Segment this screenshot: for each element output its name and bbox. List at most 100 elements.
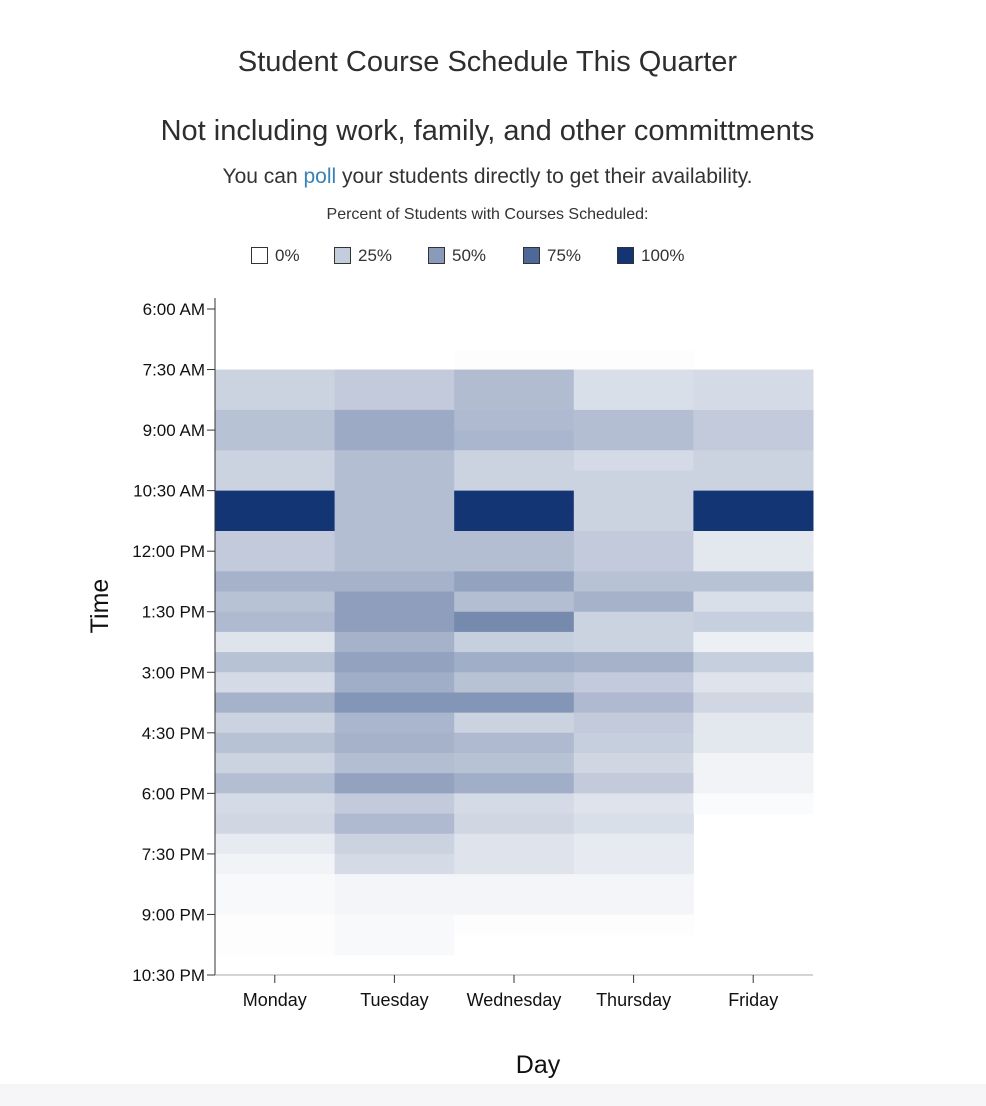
heatmap-cell: [454, 510, 575, 532]
heatmap-cell: [334, 611, 455, 633]
heatmap-cell: [454, 591, 575, 613]
heatmap-cell: [215, 409, 336, 431]
heatmap-cell: [454, 914, 575, 936]
heatmap-cell: [573, 894, 694, 915]
heatmap-cell: [215, 753, 336, 774]
legend-label: 100%: [641, 246, 685, 265]
heatmap-cell: [334, 692, 455, 714]
heatmap-cell: [454, 349, 575, 371]
heatmap-cell: [454, 551, 575, 572]
heatmap-cell: [573, 793, 694, 815]
heatmap-cell: [693, 450, 814, 471]
y-tick-label: 6:00 AM: [143, 300, 205, 319]
x-axis-label: Day: [516, 1051, 561, 1079]
legend-swatch: [334, 247, 351, 264]
heatmap-cell: [573, 591, 694, 613]
heatmap-cell: [215, 551, 336, 572]
heatmap-cell: [573, 510, 694, 532]
heatmap-cell: [693, 753, 814, 774]
heatmap-cell: [573, 773, 694, 794]
heatmap-cell: [573, 652, 694, 673]
heatmap-cell: [334, 591, 455, 613]
heatmap-cell: [215, 389, 336, 411]
y-tick-label: 7:30 PM: [142, 845, 205, 864]
heatmap-cell: [454, 652, 575, 673]
heatmap-cell: [334, 470, 455, 492]
heatmap-cell: [334, 490, 455, 512]
heatmap-cell: [693, 531, 814, 552]
heatmap-cell: [334, 510, 455, 532]
legend-swatch: [428, 247, 445, 264]
y-tick-label: 7:30 AM: [143, 361, 205, 380]
heatmap-cell: [215, 611, 336, 633]
heatmap-cell: [215, 490, 336, 512]
heatmap-cell: [693, 692, 814, 714]
heatmap-cell: [573, 813, 694, 835]
heatmap-cell: [693, 490, 814, 512]
heatmap-cell: [454, 813, 575, 835]
heatmap-cell: [573, 389, 694, 411]
heatmap-cell: [454, 753, 575, 774]
y-tick-label: 9:00 AM: [143, 421, 205, 440]
heatmap-cell: [215, 894, 336, 915]
heatmap-cell: [334, 732, 455, 754]
heatmap-cell: [334, 631, 455, 653]
heatmap-cell: [334, 853, 455, 875]
legend-swatch: [523, 247, 540, 264]
heatmap-cell: [454, 611, 575, 633]
y-tick-label: 10:30 AM: [133, 482, 205, 501]
poll-link[interactable]: poll: [303, 165, 337, 188]
heatmap-cell: [454, 571, 575, 593]
heatmap-cell: [573, 833, 694, 855]
heatmap-cell: [693, 631, 814, 653]
heatmap-cell: [573, 349, 694, 371]
heatmap-cell: [215, 430, 336, 451]
heatmap-cell: [334, 531, 455, 552]
heatmap-cell: [454, 712, 575, 734]
heatmap-cell: [334, 874, 455, 895]
heatmap-cell: [334, 712, 455, 734]
heatmap-cell: [215, 793, 336, 815]
y-tick-label: 9:00 PM: [142, 905, 205, 924]
heatmap-cell: [215, 369, 336, 391]
heatmap-cell: [454, 369, 575, 391]
heatmap-cell: [573, 692, 694, 714]
heatmap-cell: [454, 672, 575, 693]
heatmap-cell: [215, 510, 336, 532]
heatmap-cell: [454, 853, 575, 875]
heatmap-cell: [693, 409, 814, 431]
heatmap-cell: [334, 409, 455, 431]
heatmap-cell: [215, 470, 336, 492]
y-tick-label: 6:00 PM: [142, 784, 205, 803]
y-tick-label: 1:30 PM: [142, 603, 205, 622]
heatmap-cell: [454, 833, 575, 855]
chart-title: Student Course Schedule This Quarter: [237, 46, 738, 78]
heatmap-cell: [693, 773, 814, 794]
x-tick-label: Tuesday: [360, 990, 428, 1010]
heatmap-cell: [573, 409, 694, 431]
heatmap-cell: [334, 389, 455, 411]
heatmap-cell: [454, 773, 575, 794]
y-tick-label: 10:30 PM: [132, 966, 205, 985]
heatmap-cell: [215, 712, 336, 734]
heatmap-cell: [215, 571, 336, 593]
heatmap-cell: [334, 430, 455, 451]
heatmap-cell: [215, 591, 336, 613]
heatmap-cell: [573, 712, 694, 734]
heatmap-cell: [573, 450, 694, 471]
poll-instructions: You can poll your students directly to g…: [0, 165, 975, 189]
chart-axes: 6:00 AM 7:30 AM 9:00 AM 10:30 AM 12:00 PM 1:3…: [86, 298, 813, 1079]
legend-label: 25%: [358, 246, 393, 265]
legend-swatch: [617, 247, 634, 264]
heatmap-cell: [573, 369, 694, 391]
heatmap-cell: [215, 914, 336, 936]
heatmap-cell: [215, 813, 336, 835]
legend-label: 0%: [275, 246, 300, 265]
footer-bar: [0, 1084, 986, 1106]
heatmap-cell: [454, 430, 575, 451]
legend-title: Percent of Students with Courses Schedul…: [326, 206, 649, 223]
heatmap-cell: [334, 934, 455, 956]
heatmap-cell: [693, 611, 814, 633]
heatmap-cell: [693, 369, 814, 391]
